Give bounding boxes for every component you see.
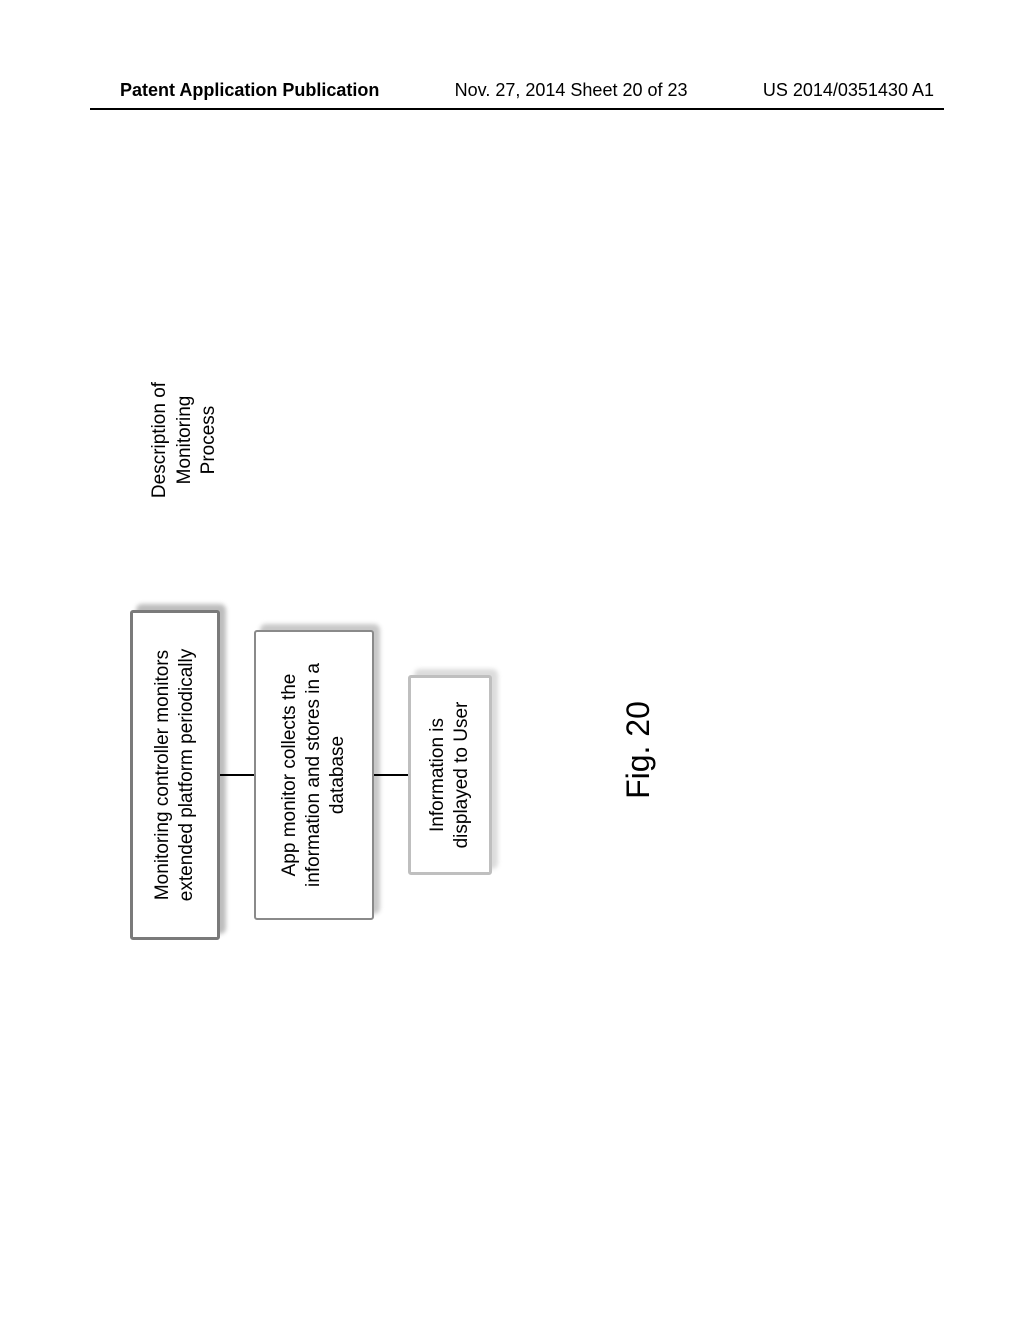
figure-rotated-container: Monitoring controller monitorsextended p… (130, 260, 690, 940)
flow-box-step1: Monitoring controller monitorsextended p… (130, 610, 220, 940)
page-header: Patent Application Publication Nov. 27, … (120, 80, 934, 101)
header-right: US 2014/0351430 A1 (763, 80, 934, 101)
flowchart: Monitoring controller monitorsextended p… (130, 610, 492, 940)
flow-box-step3: Information isdisplayed to User (408, 675, 492, 875)
flow-box-label: Monitoring controller monitorsextended p… (130, 610, 220, 940)
page: Patent Application Publication Nov. 27, … (0, 0, 1024, 1320)
flow-connector (374, 774, 408, 776)
header-mid: Nov. 27, 2014 Sheet 20 of 23 (455, 80, 688, 101)
diagram-side-label: Description ofMonitoringProcess (148, 340, 222, 540)
header-rule (90, 108, 944, 110)
header-left: Patent Application Publication (120, 80, 379, 101)
flow-box-label: Information isdisplayed to User (408, 675, 492, 875)
flow-box-step2: App monitor collects theinformation and … (254, 630, 374, 920)
figure-caption: Fig. 20 (620, 650, 657, 850)
figure: Monitoring controller monitorsextended p… (130, 260, 690, 940)
flow-box-label: App monitor collects theinformation and … (254, 630, 374, 920)
flow-connector (220, 774, 254, 776)
